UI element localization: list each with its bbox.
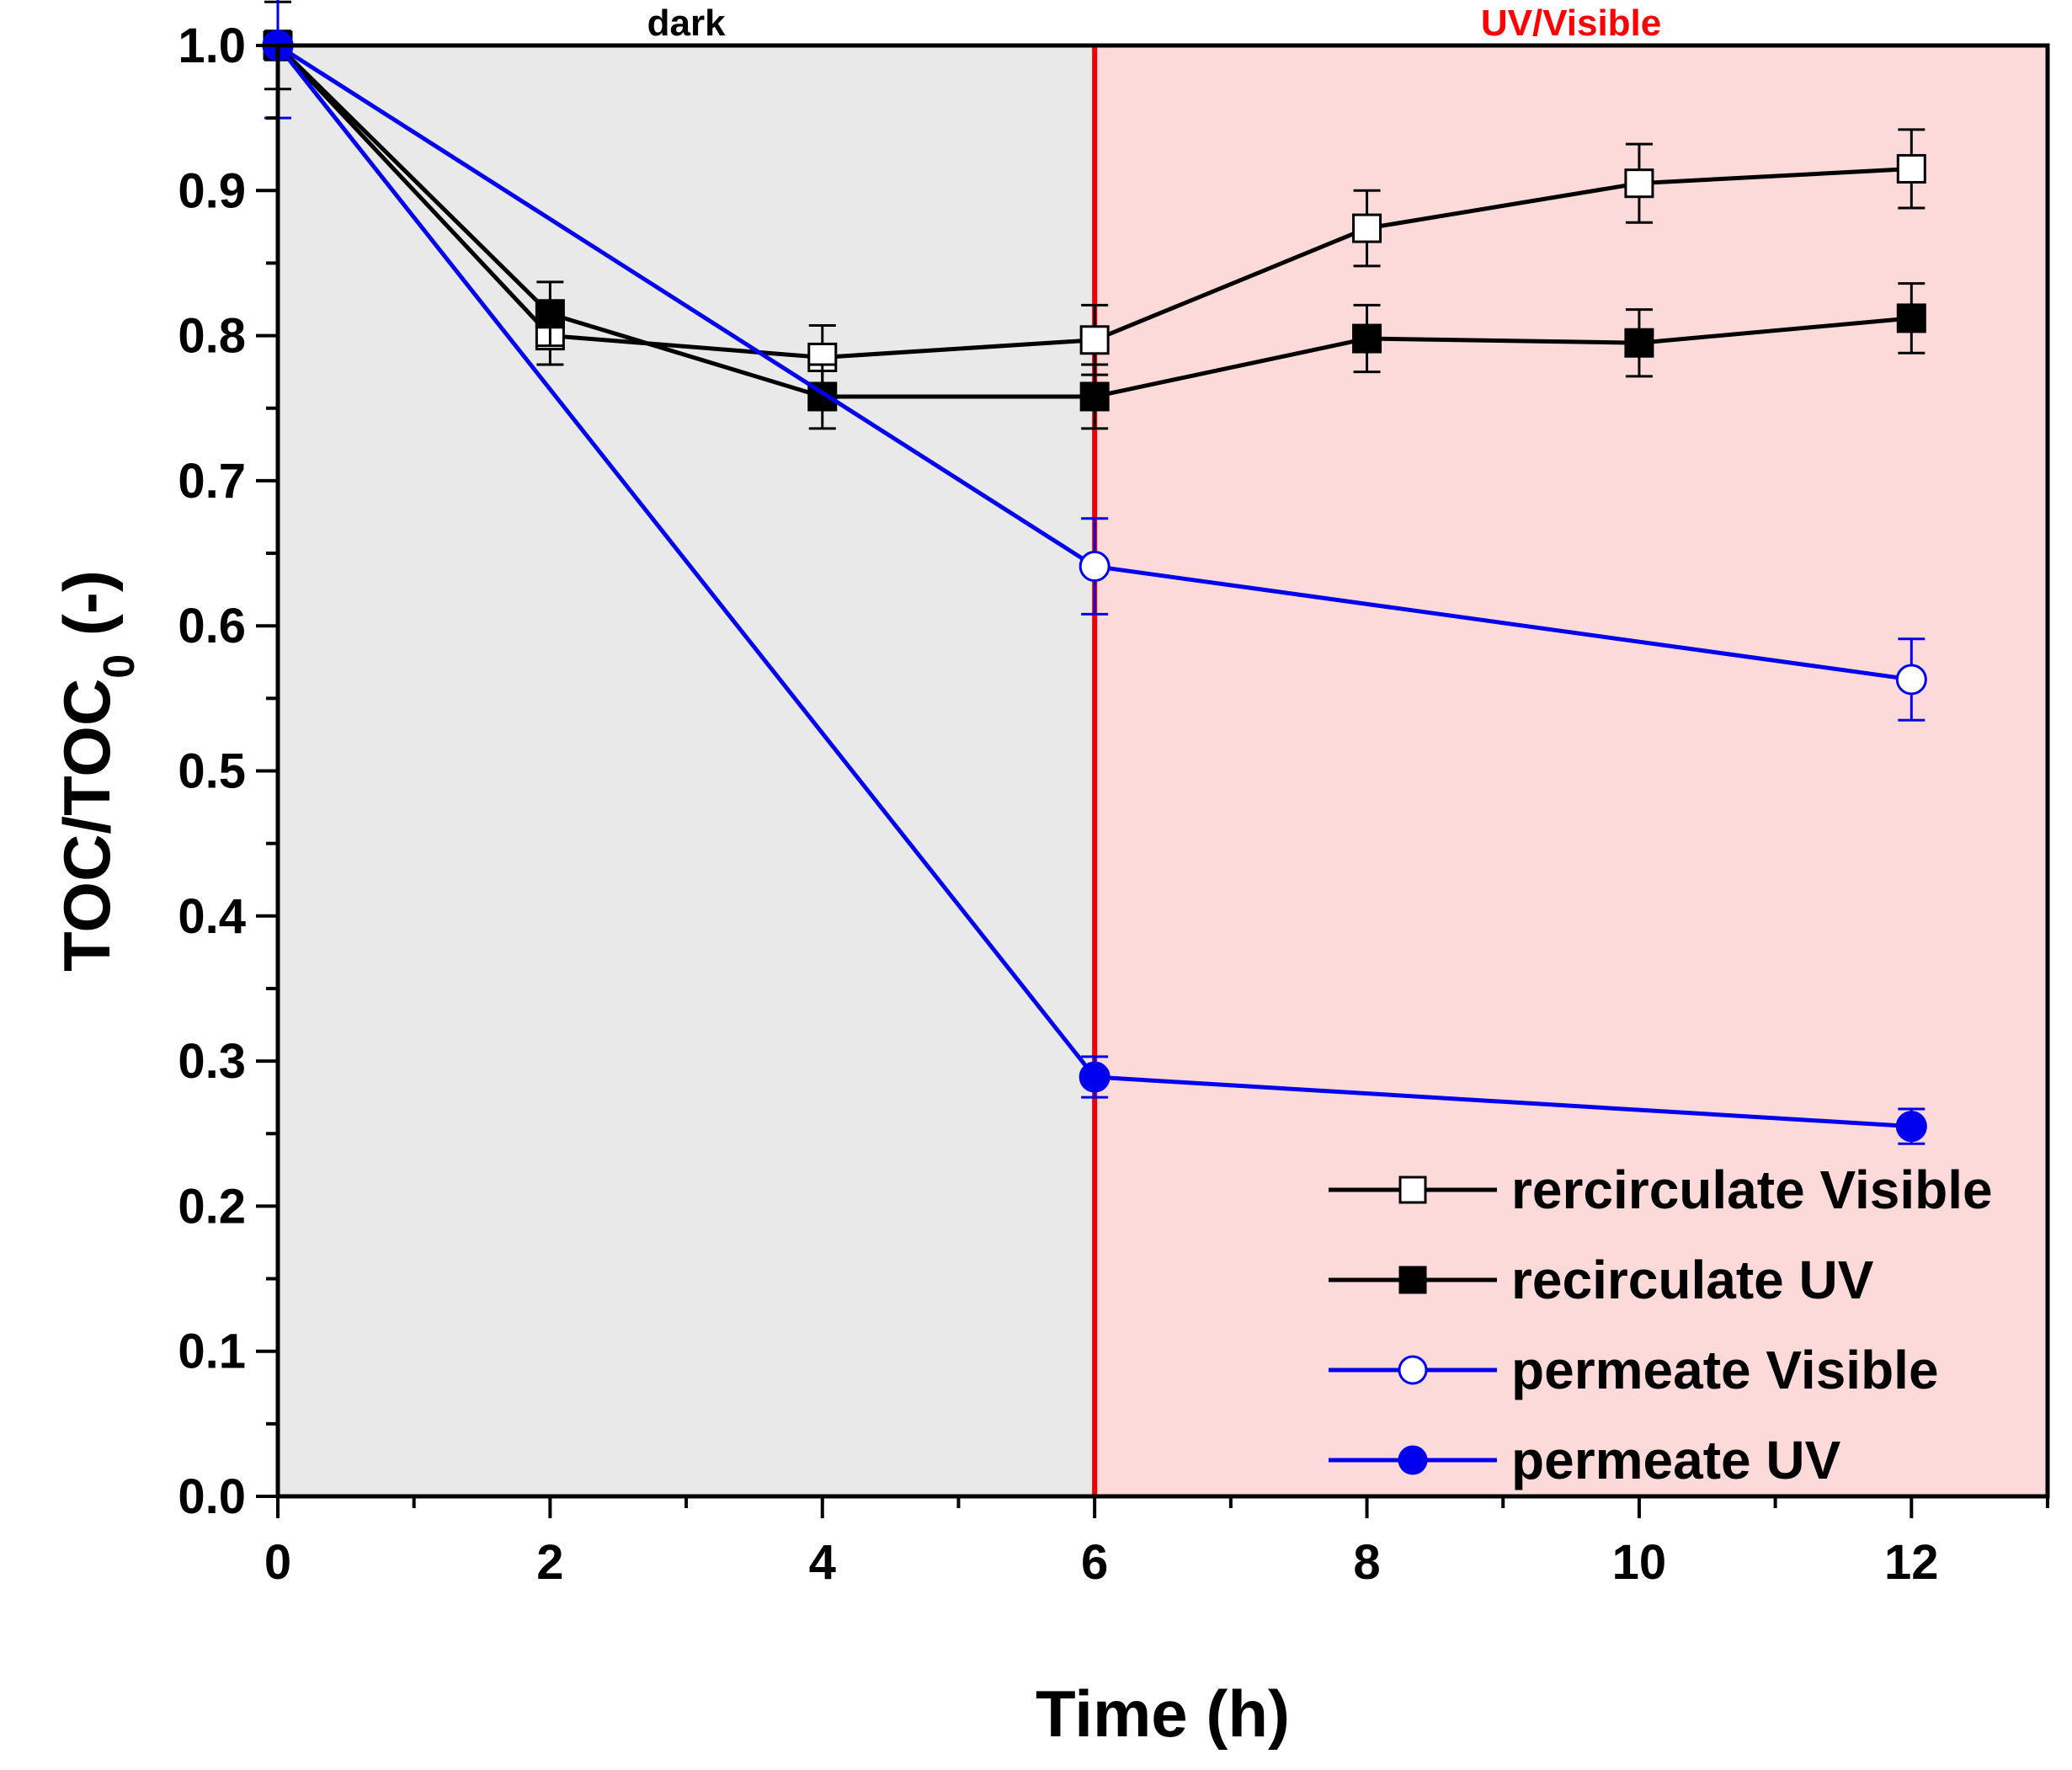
- legend-marker: [1398, 1355, 1428, 1385]
- y-tick-label: 0.1: [178, 1325, 246, 1379]
- legend-marker: [1398, 1176, 1427, 1204]
- x-tick-label: 0: [264, 1535, 291, 1590]
- region-label-uv-visible: UV/Visible: [1481, 3, 1661, 44]
- legend-marker: [1398, 1445, 1428, 1475]
- region-dark: [278, 45, 1095, 1496]
- y-tick-label: 0.7: [178, 454, 246, 509]
- y-tick-label: 1.0: [178, 19, 246, 73]
- legend-item-3: permeate UV: [1329, 1430, 1841, 1490]
- y-tick-label: 0.9: [178, 163, 246, 218]
- axis-titles: Time (h)TOC/TOC0 (-): [50, 570, 1290, 1751]
- legend-label: permeate UV: [1511, 1430, 1841, 1490]
- data-point: [1624, 328, 1654, 358]
- ticks-group: 0 2 4 6 8 10 12 0.0 0.1 0.2 0.3 0.4 0.5 0.6 0.7 0.8 0.9 1…: [178, 19, 2049, 1590]
- data-point: [1079, 551, 1111, 583]
- legend-label: rercirculate Visible: [1511, 1160, 1993, 1220]
- legend-item-2: permeate Visible: [1329, 1340, 1939, 1400]
- data-point: [535, 299, 565, 329]
- data-point: [1896, 153, 1926, 184]
- y-tick-label: 0.2: [178, 1179, 246, 1234]
- data-point: [1896, 303, 1926, 333]
- data-point: [1079, 381, 1110, 412]
- legend-item-1: recirculate UV: [1329, 1250, 1874, 1310]
- x-tick-label: 8: [1353, 1535, 1380, 1590]
- legend-marker: [1398, 1266, 1427, 1294]
- y-axis-title-suffix: (-): [50, 570, 124, 654]
- y-axis-title: TOC/TOC0 (-): [50, 570, 144, 972]
- region-uv-visible: [1095, 45, 2048, 1496]
- data-point: [1624, 168, 1654, 199]
- y-tick-label: 0.8: [178, 309, 246, 364]
- y-tick-label: 0.0: [178, 1469, 246, 1524]
- data-point: [1895, 1111, 1927, 1143]
- y-axis-title-main: TOC/TOC: [50, 679, 124, 972]
- legend: rercirculate Visible recirculate UV permea…: [1329, 1160, 1993, 1490]
- y-tick-label: 0.3: [178, 1034, 246, 1089]
- region-label-dark: dark: [647, 3, 726, 44]
- x-tick-label: 4: [809, 1535, 836, 1590]
- region-labels: dark UV/Visible: [647, 3, 1662, 44]
- x-tick-label: 2: [536, 1535, 563, 1590]
- y-tick-label: 0.4: [178, 889, 246, 944]
- y-axis-title-subscript: 0: [95, 654, 144, 679]
- x-tick-label: 6: [1081, 1535, 1108, 1590]
- legend-label: recirculate UV: [1511, 1250, 1874, 1310]
- data-point: [1352, 323, 1382, 354]
- x-tick-label: 12: [1884, 1535, 1939, 1590]
- data-point: [1079, 325, 1110, 355]
- legend-item-0: rercirculate Visible: [1329, 1160, 1993, 1220]
- y-tick-label: 0.6: [178, 599, 246, 653]
- background-regions: [278, 45, 2048, 1496]
- data-point: [1079, 1061, 1111, 1093]
- y-tick-label: 0.5: [178, 744, 246, 799]
- legend-label: permeate Visible: [1511, 1340, 1939, 1400]
- data-point: [1895, 664, 1927, 696]
- x-tick-label: 10: [1612, 1535, 1667, 1590]
- data-point: [1352, 213, 1382, 243]
- x-axis-title: Time (h): [1036, 1677, 1290, 1751]
